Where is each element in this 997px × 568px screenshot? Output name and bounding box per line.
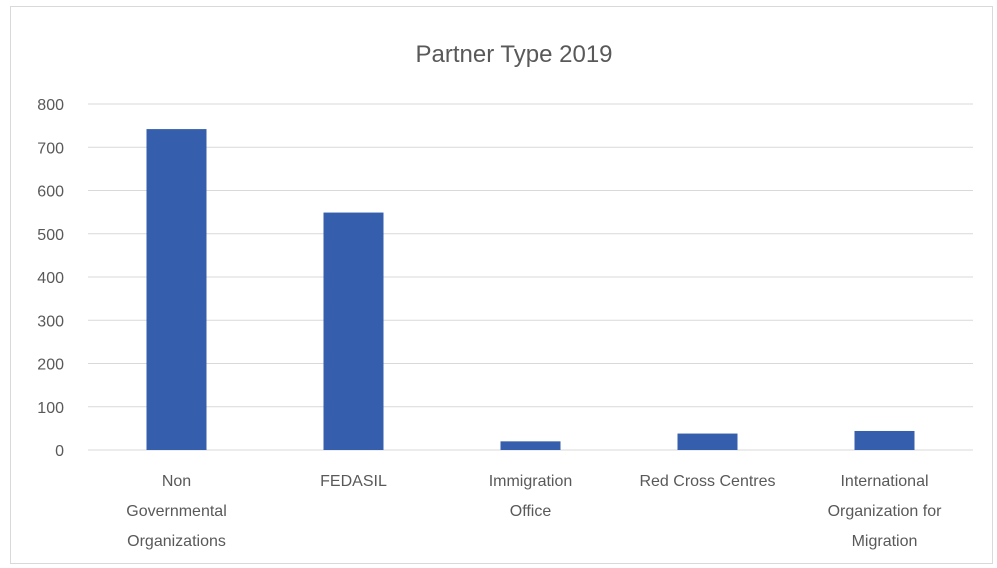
x-category-label: Non Governmental Organizations <box>126 473 227 550</box>
bar <box>323 212 384 450</box>
y-tick-label: 500 <box>37 227 64 244</box>
y-tick-label: 0 <box>55 443 64 460</box>
bar <box>677 433 738 450</box>
gridlines <box>88 103 973 451</box>
x-category-label: Red Cross Centres <box>639 473 775 490</box>
x-category-label: Immigration Office <box>489 473 573 520</box>
y-tick-label: 400 <box>37 270 64 287</box>
bar <box>500 441 561 450</box>
y-tick-label: 200 <box>37 357 64 374</box>
x-axis-categories: Non Governmental Organizations FEDASIL Immig… <box>126 473 942 550</box>
bar <box>146 129 207 450</box>
chart-title: Partner Type 2019 <box>415 41 612 68</box>
y-axis-ticks: 0 100 200 300 400 500 600 700 800 <box>37 97 64 460</box>
bar <box>854 430 915 450</box>
y-tick-label: 100 <box>37 400 64 417</box>
y-tick-label: 800 <box>37 97 64 114</box>
y-tick-label: 300 <box>37 313 64 330</box>
bars <box>146 129 915 450</box>
x-category-label: FEDASIL <box>320 473 387 490</box>
x-category-label: International Organization for Migration <box>828 473 943 550</box>
y-tick-label: 600 <box>37 184 64 201</box>
y-tick-label: 700 <box>37 140 64 157</box>
